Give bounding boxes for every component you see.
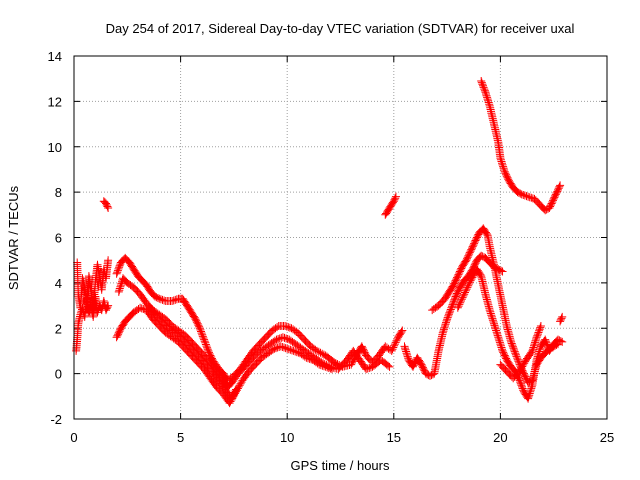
x-axis-label: GPS time / hours	[291, 458, 390, 473]
y-tick-label: 2	[55, 321, 62, 336]
data-points	[72, 77, 567, 408]
y-tick-label: 4	[55, 276, 62, 291]
x-tick-label: 20	[493, 430, 507, 445]
y-tick-label: -2	[50, 412, 62, 427]
y-tick-labels: -2 0 2 4 6 8 10 12 14	[48, 49, 62, 427]
y-tick-label: 10	[48, 140, 62, 155]
data-series-seg-j	[428, 224, 562, 387]
data-series-seg-c	[99, 197, 113, 213]
x-tick-label: 25	[600, 430, 614, 445]
x-tick-label: 0	[70, 430, 77, 445]
plot-frame	[73, 55, 608, 420]
data-series-seg-l	[496, 321, 545, 383]
data-series-seg-h	[381, 192, 400, 219]
data-series-seg-f	[112, 303, 336, 408]
x-tick-label: 5	[177, 430, 184, 445]
y-tick-label: 6	[55, 231, 62, 246]
y-tick-label: 14	[48, 49, 62, 64]
y-tick-label: 12	[48, 94, 62, 109]
data-series-seg-i	[400, 251, 507, 380]
data-series-seg-n	[556, 312, 567, 326]
y-tick-label: 0	[55, 367, 62, 382]
chart-title: Day 254 of 2017, Sidereal Day-to-day VTE…	[106, 21, 575, 36]
x-tick-labels: 0 5 10 15 20 25	[70, 430, 614, 445]
y-tick-label: 8	[55, 185, 62, 200]
data-series-seg-b	[72, 292, 113, 355]
y-axis-label: SDTVAR / TECUs	[6, 185, 21, 290]
data-series-seg-g	[144, 301, 241, 403]
data-series-seg-m	[477, 77, 565, 215]
x-tick-label: 15	[387, 430, 401, 445]
grid-lines	[74, 56, 607, 419]
x-tick-label: 10	[280, 430, 294, 445]
